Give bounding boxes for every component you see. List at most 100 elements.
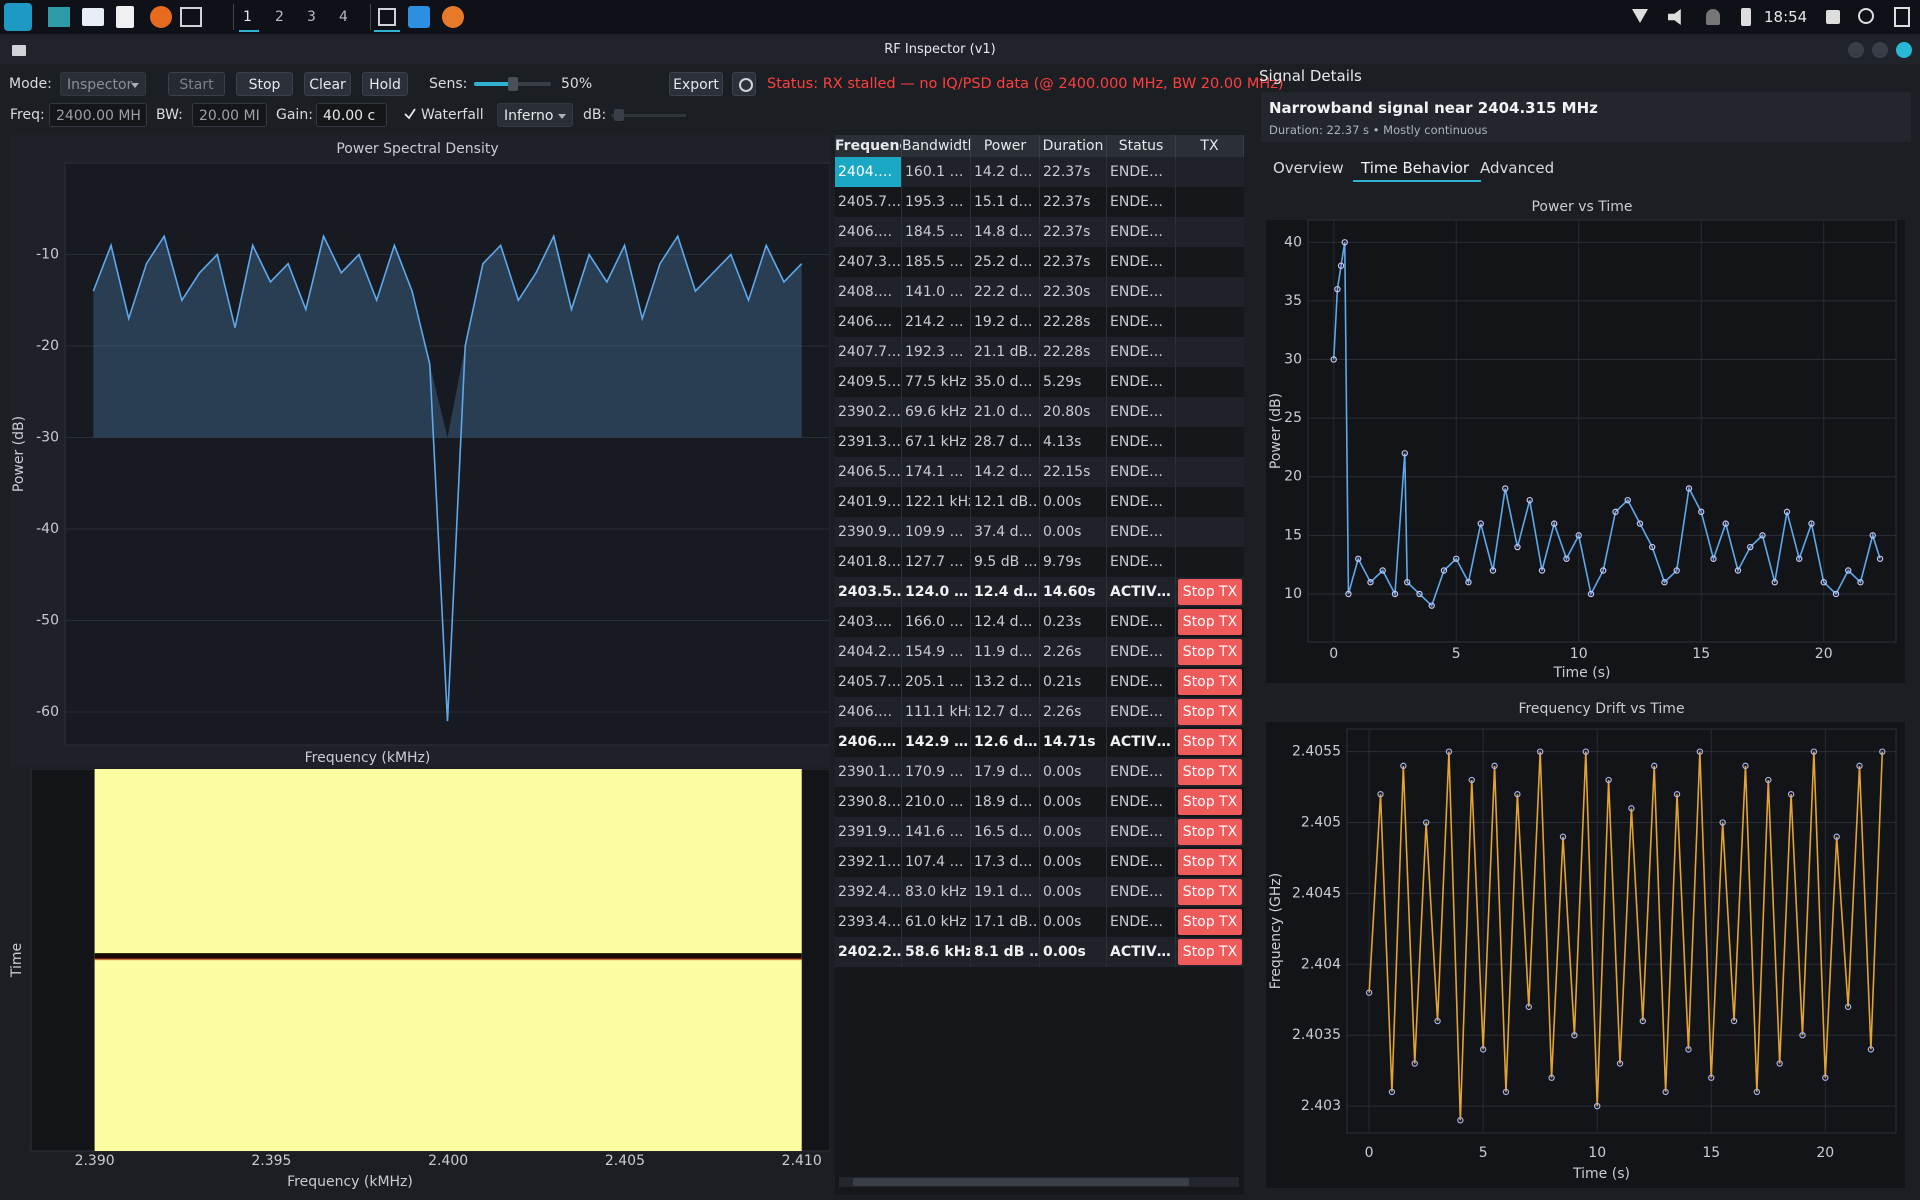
workspace[interactable]: 2 (275, 9, 284, 25)
table-cell: 9.79s (1040, 547, 1107, 577)
stop-tx-button[interactable]: Stop TX (1178, 759, 1242, 785)
clear-button[interactable]: Clear (304, 72, 351, 96)
data-point (1628, 805, 1635, 812)
y-axis-label: Power (dB) (11, 416, 27, 492)
table-cell: ENDE… (1107, 217, 1176, 247)
workspace[interactable]: 4 (339, 9, 348, 25)
slider-handle[interactable] (508, 77, 518, 91)
start-button[interactable]: Start (168, 72, 225, 96)
table-cell: 37.4 d… (971, 517, 1040, 547)
signal-table: FrequencyBandwidthPowerDurationStatusTX 2… (835, 135, 1244, 1195)
column-header[interactable]: Status (1107, 135, 1176, 157)
db-slider[interactable] (612, 109, 686, 121)
waterfall-checkbox[interactable] (403, 107, 417, 121)
table-cell: 192.3 … (902, 337, 971, 367)
tab[interactable]: Overview (1273, 159, 1344, 177)
stop-tx-button[interactable]: Stop TX (1178, 729, 1242, 755)
app-icon[interactable] (408, 6, 430, 28)
column-header[interactable]: Power (971, 135, 1040, 157)
table-cell: 17.3 d… (971, 847, 1040, 877)
column-header[interactable]: TX (1176, 135, 1244, 157)
freq-drift-chart: Frequency Drift vs Time 0 5 10 15 20 2.403 2.40… (1266, 692, 1905, 1182)
data-point (1536, 748, 1544, 755)
app-icon[interactable] (442, 6, 464, 28)
data-point (1857, 579, 1864, 586)
chart-title: Power Spectral Density (336, 141, 498, 157)
close-button[interactable] (1896, 42, 1912, 58)
column-header[interactable]: Duration (1040, 135, 1107, 157)
app-icon[interactable] (82, 8, 104, 26)
settings-button[interactable] (732, 72, 756, 96)
table-cell: 2393.4… (835, 907, 902, 937)
table-cell: 11.9 d… (971, 637, 1040, 667)
colormap-combo[interactable]: Inferno (497, 103, 573, 127)
power-icon[interactable] (1894, 7, 1910, 27)
table-cell: 17.1 dB… (971, 907, 1040, 937)
workspace[interactable]: 3 (307, 9, 316, 25)
table-cell: 14.2 d… (971, 457, 1040, 487)
data-point (1742, 762, 1749, 770)
stop-tx-button[interactable]: Stop TX (1178, 639, 1242, 665)
stop-tx-button[interactable]: Stop TX (1178, 699, 1242, 725)
stop-tx-button[interactable]: Stop TX (1178, 879, 1242, 905)
table-cell: 13.2 d… (971, 667, 1040, 697)
stop-tx-button[interactable]: Stop TX (1178, 609, 1242, 635)
table-cell: 2391.3… (835, 427, 902, 457)
export-button[interactable]: Export (669, 72, 723, 96)
stop-tx-button[interactable]: Stop TX (1178, 789, 1242, 815)
table-cell: ACTIV… (1107, 937, 1176, 967)
x-tick-label: 15 (1702, 1145, 1720, 1161)
stop-tx-button[interactable]: Stop TX (1178, 579, 1242, 605)
stop-tx-button[interactable]: Stop TX (1178, 909, 1242, 935)
minimize-button[interactable] (1848, 42, 1864, 58)
stop-tx-button[interactable]: Stop TX (1178, 849, 1242, 875)
data-point (1548, 1074, 1555, 1081)
bw-input[interactable]: 20.00 MI (192, 103, 267, 127)
window-title: RF Inspector (v1) (884, 42, 996, 57)
lock-icon[interactable] (1826, 10, 1840, 24)
app-icon[interactable] (378, 8, 396, 26)
column-header[interactable]: Frequency (835, 135, 902, 157)
app-icon[interactable] (116, 6, 134, 28)
y-tick-label: -10 (36, 247, 59, 263)
stop-button[interactable]: Stop (236, 72, 293, 96)
stop-tx-button[interactable]: Stop TX (1178, 669, 1242, 695)
slider-handle[interactable] (614, 109, 624, 121)
table-cell: 2406.… (835, 217, 902, 247)
reload-icon[interactable] (1858, 8, 1874, 24)
column-header[interactable]: Bandwidth (902, 135, 971, 157)
tab[interactable]: Advanced (1480, 159, 1555, 177)
sens-slider[interactable] (474, 77, 551, 91)
stop-tx-button[interactable]: Stop TX (1178, 819, 1242, 845)
table-cell: 14.60s (1040, 577, 1107, 607)
table-cell: 22.28s (1040, 337, 1107, 367)
hold-button[interactable]: Hold (362, 72, 408, 96)
scroll-thumb[interactable] (853, 1178, 1189, 1186)
table-cell: 18.9 d… (971, 787, 1040, 817)
x-tick-label: 2.400 (428, 1153, 468, 1169)
table-cell: 28.7 d… (971, 427, 1040, 457)
scrollbar[interactable] (839, 1177, 1239, 1187)
window-icon[interactable] (12, 45, 26, 56)
data-point (1673, 791, 1681, 798)
stop-tx-button[interactable]: Stop TX (1178, 939, 1242, 965)
app-icon[interactable] (48, 7, 70, 27)
tab[interactable]: Time Behavior (1361, 159, 1470, 177)
maximize-button[interactable] (1872, 42, 1888, 58)
table-cell: 22.2 d… (971, 277, 1040, 307)
mode-combo[interactable]: Inspector (60, 72, 146, 96)
data-point (1649, 543, 1656, 551)
workspace[interactable]: 1 (243, 9, 252, 25)
table-cell: 2405.7… (835, 187, 902, 217)
app-icon[interactable] (180, 7, 202, 27)
notification-icon[interactable] (1706, 9, 1720, 25)
launcher-icon[interactable] (4, 3, 32, 31)
app-icon[interactable] (150, 6, 172, 28)
table-cell: ENDE… (1107, 637, 1176, 667)
data-point (1673, 567, 1680, 574)
table-cell: 2401.8… (835, 547, 902, 577)
freq-input[interactable]: 2400.00 MH (49, 103, 147, 127)
gain-input[interactable]: 40.00 c (316, 103, 387, 127)
data-point (1869, 532, 1876, 539)
data-point (1341, 239, 1348, 246)
